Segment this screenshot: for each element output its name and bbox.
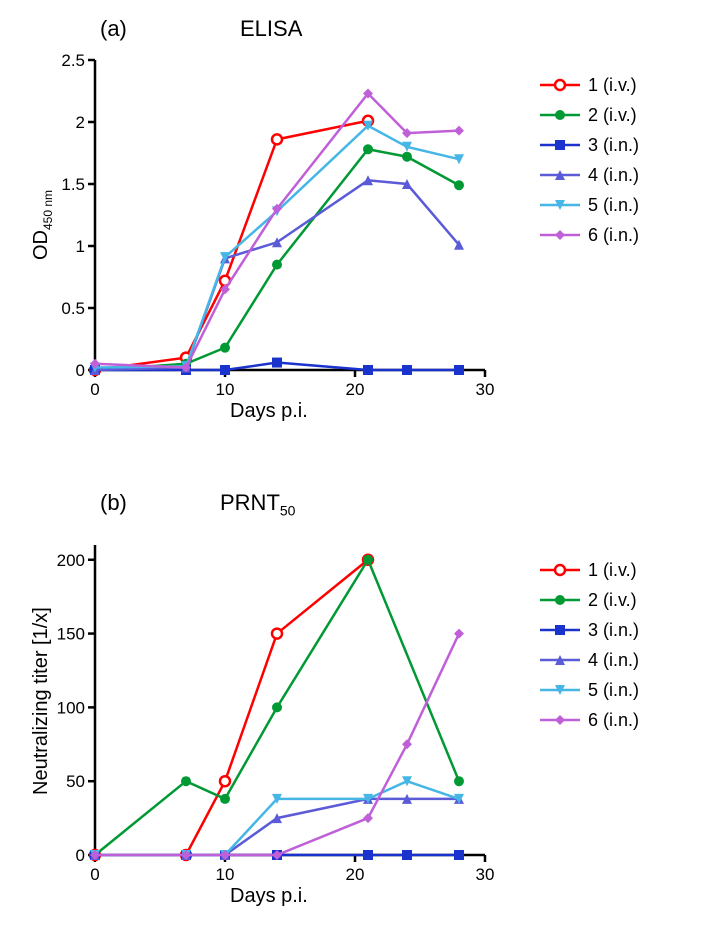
svg-text:200: 200 [57,551,85,570]
svg-text:1: 1 [76,237,85,256]
legend-item: 6 (i.n.) [540,220,639,250]
legend-label: 1 (i.v.) [588,560,637,581]
legend-label: 2 (i.v.) [588,105,637,126]
legend-label: 3 (i.n.) [588,620,639,641]
panel-b-title: PRNT50 [220,490,295,518]
legend-item: 4 (i.n.) [540,160,639,190]
legend-item: 1 (i.v.) [540,70,639,100]
panel-a-ylabel-prefix: OD [30,230,52,260]
legend-label: 2 (i.v.) [588,590,637,611]
legend-item: 6 (i.n.) [540,705,639,735]
legend-label: 6 (i.n.) [588,710,639,731]
legend-item: 4 (i.n.) [540,645,639,675]
panel-b-label: (b) [100,490,127,516]
panel-a-title: ELISA [240,16,302,42]
legend-item: 5 (i.n.) [540,675,639,705]
svg-text:10: 10 [216,865,235,884]
panel-b-ylabel: Neutralizing titer [1/x] [30,607,53,795]
svg-text:2.5: 2.5 [61,51,85,70]
panel-b-xlabel: Days p.i. [230,885,308,908]
legend-item: 3 (i.n.) [540,615,639,645]
legend-label: 1 (i.v.) [588,75,637,96]
legend-label: 5 (i.n.) [588,680,639,701]
panel-b-title-sub: 50 [280,502,296,518]
legend-label: 3 (i.n.) [588,135,639,156]
svg-text:20: 20 [346,865,365,884]
svg-text:0.5: 0.5 [61,299,85,318]
svg-text:20: 20 [346,380,365,399]
svg-text:2: 2 [76,113,85,132]
panel-a-label: (a) [100,16,127,42]
panel-a-legend: 1 (i.v.) 2 (i.v.) 3 (i.n.) 4 (i.n.) 5 (i.n.)… [540,70,639,250]
svg-text:0: 0 [76,361,85,380]
legend-label: 5 (i.n.) [588,195,639,216]
legend-item: 5 (i.n.) [540,190,639,220]
legend-item: 2 (i.v.) [540,585,639,615]
svg-text:30: 30 [476,380,495,399]
legend-item: 3 (i.n.) [540,130,639,160]
page: (a) ELISA OD450 nm Days p.i. 010203000.5… [0,0,715,926]
legend-item: 1 (i.v.) [540,555,639,585]
svg-text:100: 100 [57,698,85,717]
panel-a-chart: 0 10 20 30 0 0.5 1 1.5 2 2.5 [55,50,525,400]
legend-item: 2 (i.v.) [540,100,639,130]
svg-text:0: 0 [90,865,99,884]
panel-b-title-prefix: PRNT [220,490,280,515]
legend-label: 6 (i.n.) [588,225,639,246]
panel-b-legend: 1 (i.v.) 2 (i.v.) 3 (i.n.) 4 (i.n.) 5 (i.n.)… [540,555,639,735]
legend-label: 4 (i.n.) [588,650,639,671]
svg-text:1.5: 1.5 [61,175,85,194]
panel-a-ylabel-sub: 450 nm [41,190,55,230]
svg-text:150: 150 [57,625,85,644]
svg-text:0: 0 [90,380,99,399]
svg-text:10: 10 [216,380,235,399]
panel-a-xlabel: Days p.i. [230,400,308,423]
svg-text:30: 30 [476,865,495,884]
panel-a-ylabel: OD450 nm [30,190,55,260]
legend-label: 4 (i.n.) [588,165,639,186]
panel-b-chart: 0 10 20 30 0 50 100 150 200 [55,535,525,885]
svg-text:50: 50 [66,772,85,791]
svg-text:0: 0 [76,846,85,865]
